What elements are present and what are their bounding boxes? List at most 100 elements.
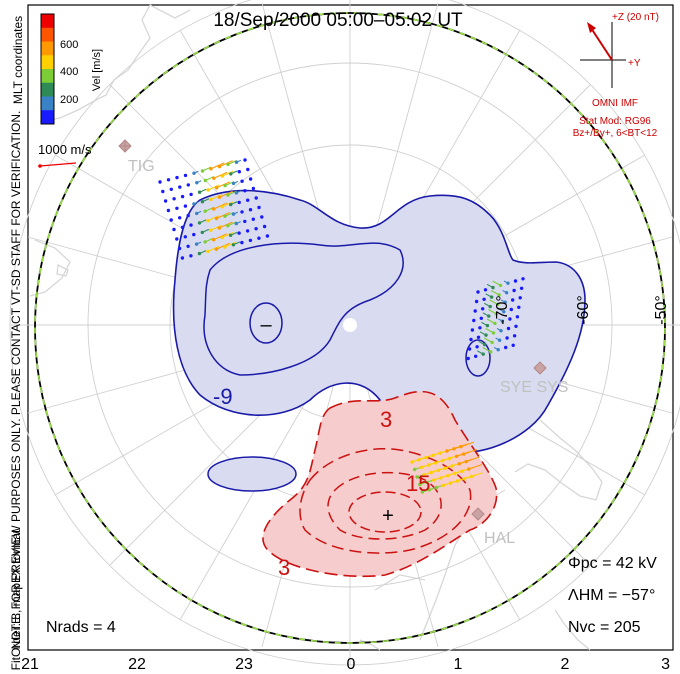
- vector-line: [236, 190, 242, 194]
- vector-origin: [483, 288, 488, 292]
- vector-origin: [257, 236, 261, 240]
- vector-line: [478, 340, 485, 346]
- vector-line: [463, 448, 477, 455]
- vector-line: [476, 350, 484, 355]
- vector-line: [492, 280, 501, 286]
- vector-line: [230, 201, 238, 206]
- vector-line: [485, 293, 492, 298]
- reference-vector: 1000 m/s: [38, 142, 92, 168]
- vector-origin: [158, 180, 162, 184]
- positive-contour-max: [348, 491, 422, 533]
- vector-origin: [254, 196, 258, 200]
- vector-origin: [262, 224, 267, 229]
- vector-line: [483, 302, 491, 308]
- vector-line: [213, 171, 228, 179]
- vector-origin: [246, 167, 250, 172]
- vector-line: [210, 162, 225, 170]
- vector-line: [236, 159, 242, 163]
- coordinate-system-label: MLT coordinates: [11, 16, 25, 104]
- colorbar-tick-600: 600: [60, 39, 78, 51]
- vector-line: [219, 221, 233, 229]
- vector-origin: [514, 324, 518, 328]
- vector-line: [489, 299, 498, 305]
- vector-origin: [243, 189, 247, 193]
- vector-line: [485, 328, 494, 334]
- mlt-tick: 23: [235, 656, 253, 673]
- vector-origin: [175, 206, 179, 210]
- imf-condition: Bz+/By+, 6<BT<12: [573, 128, 658, 139]
- vector-line: [466, 456, 480, 463]
- negative-contour-small: [207, 456, 297, 492]
- vector-line: [222, 170, 234, 177]
- mlt-axis: 21 22 23 0 1 2 3: [21, 656, 670, 673]
- vector-line: [193, 170, 199, 174]
- vector-origin: [189, 192, 193, 197]
- vector-line: [499, 309, 505, 313]
- lat-label-70: -70°: [494, 295, 511, 325]
- vector-line: [233, 180, 239, 184]
- vector-origin: [186, 244, 190, 248]
- vector-origin: [189, 254, 193, 258]
- vector-origin: [172, 197, 176, 201]
- vector-origin: [512, 334, 517, 338]
- vector-origin: [246, 198, 250, 202]
- vector-origin: [183, 173, 188, 178]
- vector-line: [199, 250, 207, 255]
- vector-origin: [508, 317, 512, 321]
- vector-origin: [183, 204, 188, 208]
- vector-line: [493, 347, 499, 351]
- vector-origin: [178, 216, 182, 220]
- vector-line: [207, 215, 220, 222]
- colorbar-block: [41, 41, 54, 56]
- vector-line: [488, 309, 497, 315]
- vector-line: [210, 224, 223, 231]
- vector-line: [207, 184, 220, 191]
- radar-count: Nrads = 4: [46, 619, 116, 636]
- vector-line: [483, 337, 493, 343]
- vector-line: [471, 472, 483, 478]
- vector-line: [193, 201, 199, 205]
- vector-line: [219, 190, 233, 198]
- vector-line: [216, 242, 230, 250]
- negative-contour-min: [249, 302, 283, 344]
- vector-line: [196, 241, 202, 245]
- vector-origin: [166, 178, 171, 182]
- velocity-vectors: [158, 158, 525, 494]
- vector-origin: [177, 246, 182, 251]
- vector-origin: [248, 177, 253, 181]
- vector-origin: [237, 231, 241, 235]
- mlt-tick: 2: [561, 656, 570, 673]
- vector-origin: [169, 218, 173, 222]
- positive-potential-cell: [262, 390, 498, 578]
- imf-z-label: +Z (20 nT): [612, 12, 659, 23]
- potential-max-marker: +: [382, 505, 394, 527]
- vector-origin: [180, 256, 185, 260]
- vector-line: [207, 245, 220, 252]
- lat-label-50: -50°: [653, 295, 670, 325]
- negative-contour-inner: [203, 242, 404, 376]
- colorbar-block: [41, 96, 54, 111]
- vector-line: [213, 233, 228, 241]
- station-sye-sys: SYE SYS: [500, 361, 568, 396]
- potential-min-marker: –: [260, 314, 272, 336]
- cross-polar-cap-potential: Φpc = 42 kV: [568, 555, 657, 572]
- vector-line: [468, 463, 483, 470]
- vector-origin: [482, 297, 486, 301]
- vector-origin: [257, 205, 261, 210]
- vector-line: [496, 328, 502, 332]
- vector-origin: [509, 307, 513, 312]
- vector-line: [460, 441, 475, 448]
- imf-clock-dial: +Z (20 nT) +Y OMNI IMF Stat Mod: RG96 Bz…: [573, 12, 659, 139]
- vector-line: [213, 202, 228, 210]
- mlt-tick: 21: [21, 656, 39, 673]
- colorbar-block: [41, 82, 54, 97]
- vector-origin: [474, 299, 479, 304]
- vector-origin: [505, 336, 509, 340]
- vector-origin: [161, 189, 165, 194]
- vector-origin: [504, 345, 508, 350]
- vector-origin: [166, 208, 171, 213]
- vector-origin: [254, 227, 258, 231]
- colorbar-block: [41, 14, 54, 29]
- vector-origin: [240, 240, 244, 245]
- vector-line: [500, 299, 506, 303]
